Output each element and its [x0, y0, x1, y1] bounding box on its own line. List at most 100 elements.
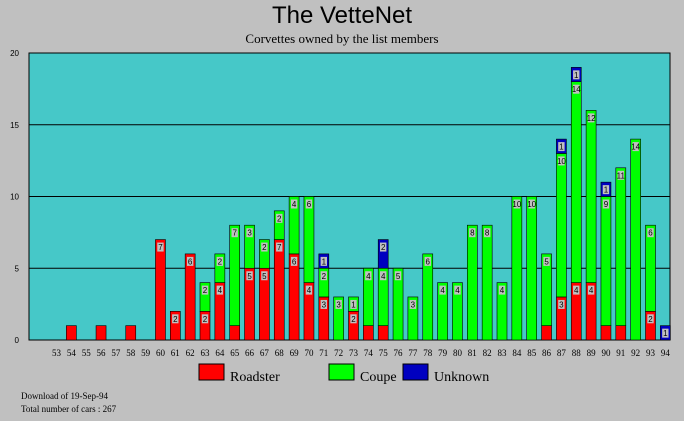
data-label-bg: [276, 213, 283, 223]
x-tick-label: 89: [587, 348, 597, 358]
x-tick-label: 73: [349, 348, 359, 358]
x-tick-label: 83: [498, 348, 508, 358]
bar-coupe: [303, 196, 315, 283]
data-label: 2: [351, 315, 356, 324]
bar-roadster: [600, 325, 612, 341]
bar-coupe: [526, 196, 538, 341]
data-label: 7: [232, 229, 237, 238]
data-label: 2: [648, 315, 653, 324]
data-label: 3: [247, 229, 252, 238]
y-tick-label: 5: [15, 264, 20, 273]
data-label-bg: [380, 242, 387, 252]
data-label-bg: [439, 285, 446, 295]
x-tick-label: 74: [364, 348, 374, 358]
data-label-bg: [543, 256, 550, 266]
bar-coupe: [615, 167, 627, 326]
x-tick-label: 93: [646, 348, 656, 358]
data-label-bg: [469, 228, 476, 238]
data-label-bg: [602, 185, 610, 195]
data-label: 3: [322, 300, 327, 309]
data-label-bg: [558, 156, 565, 166]
data-label-bg: [201, 285, 209, 295]
bar-coupe: [452, 282, 463, 341]
x-tick-label: 61: [171, 348, 180, 358]
bar-coupe: [333, 296, 344, 341]
data-label: 1: [663, 329, 668, 338]
data-label-bg: [454, 285, 461, 295]
data-label-bg: [261, 271, 268, 281]
data-label: 3: [336, 300, 341, 309]
data-label: 2: [173, 315, 178, 324]
data-label-bg: [587, 113, 595, 123]
x-tick-label: 72: [334, 348, 343, 358]
x-tick-label: 90: [601, 348, 611, 358]
bar-coupe: [229, 224, 240, 326]
data-label: 10: [557, 157, 566, 166]
bar-coupe: [570, 81, 582, 283]
y-tick-label: 0: [15, 336, 20, 345]
data-label-bg: [394, 271, 402, 281]
x-tick-label: 94: [661, 348, 671, 358]
data-label-bg: [246, 271, 253, 281]
chart-subtitle: Corvettes owned by the list members: [245, 31, 439, 46]
bar-coupe: [585, 110, 597, 283]
x-tick-label: 66: [245, 348, 255, 358]
bar-roadster: [273, 239, 285, 341]
data-label-bg: [647, 314, 654, 324]
data-label: 1: [559, 143, 564, 152]
data-label-bg: [662, 328, 669, 338]
data-label-bg: [483, 228, 491, 238]
bar-roadster: [288, 253, 300, 341]
data-label: 5: [544, 257, 549, 266]
data-label: 6: [648, 229, 653, 238]
download-note: Download of 19-Sep-94: [21, 391, 108, 401]
data-label-bg: [513, 199, 521, 209]
x-tick-label: 85: [527, 348, 537, 358]
data-label: 4: [307, 286, 312, 295]
data-label-bg: [290, 256, 298, 266]
data-label-bg: [335, 299, 342, 309]
legend-swatch-coupe: [328, 363, 355, 381]
data-label: 4: [500, 286, 505, 295]
data-label: 14: [572, 85, 581, 94]
x-tick-label: 53: [52, 348, 62, 358]
x-tick-label: 59: [141, 348, 151, 358]
x-tick-label: 68: [275, 348, 285, 358]
total-cars-note: Total number of cars : 267: [21, 404, 117, 414]
data-label-bg: [216, 285, 224, 295]
bar-coupe: [273, 210, 285, 240]
data-label-bg: [276, 242, 283, 252]
x-tick-label: 67: [260, 348, 270, 358]
data-label: 5: [247, 272, 252, 281]
data-label-bg: [157, 242, 164, 252]
bar-roadster: [155, 239, 166, 341]
bar-roadster: [125, 325, 137, 341]
bar-roadster: [363, 325, 374, 341]
legend-swatch-roadster: [198, 363, 225, 381]
data-label: 4: [455, 286, 460, 295]
data-label: 1: [604, 186, 609, 195]
bar-roadster: [66, 325, 77, 341]
data-label: 4: [366, 272, 371, 281]
data-label-bg: [201, 314, 209, 324]
data-label: 1: [351, 300, 356, 309]
data-label: 2: [322, 272, 327, 281]
bar-coupe: [541, 253, 552, 326]
data-label: 10: [527, 200, 536, 209]
bar-coupe: [645, 224, 656, 312]
data-label-bg: [320, 256, 327, 266]
data-label-bg: [409, 299, 417, 309]
bar-coupe: [496, 282, 508, 341]
x-tick-label: 87: [557, 348, 567, 358]
data-label: 3: [559, 300, 564, 309]
data-label: 7: [277, 243, 282, 252]
y-tick-label: 10: [10, 193, 19, 202]
data-label: 2: [262, 243, 267, 252]
data-label: 14: [631, 143, 640, 152]
x-tick-label: 57: [111, 348, 121, 358]
bar-coupe: [199, 282, 211, 312]
bar-coupe: [244, 224, 255, 269]
x-tick-label: 64: [215, 348, 225, 358]
x-tick-label: 70: [304, 348, 314, 358]
x-tick-label: 55: [82, 348, 92, 358]
